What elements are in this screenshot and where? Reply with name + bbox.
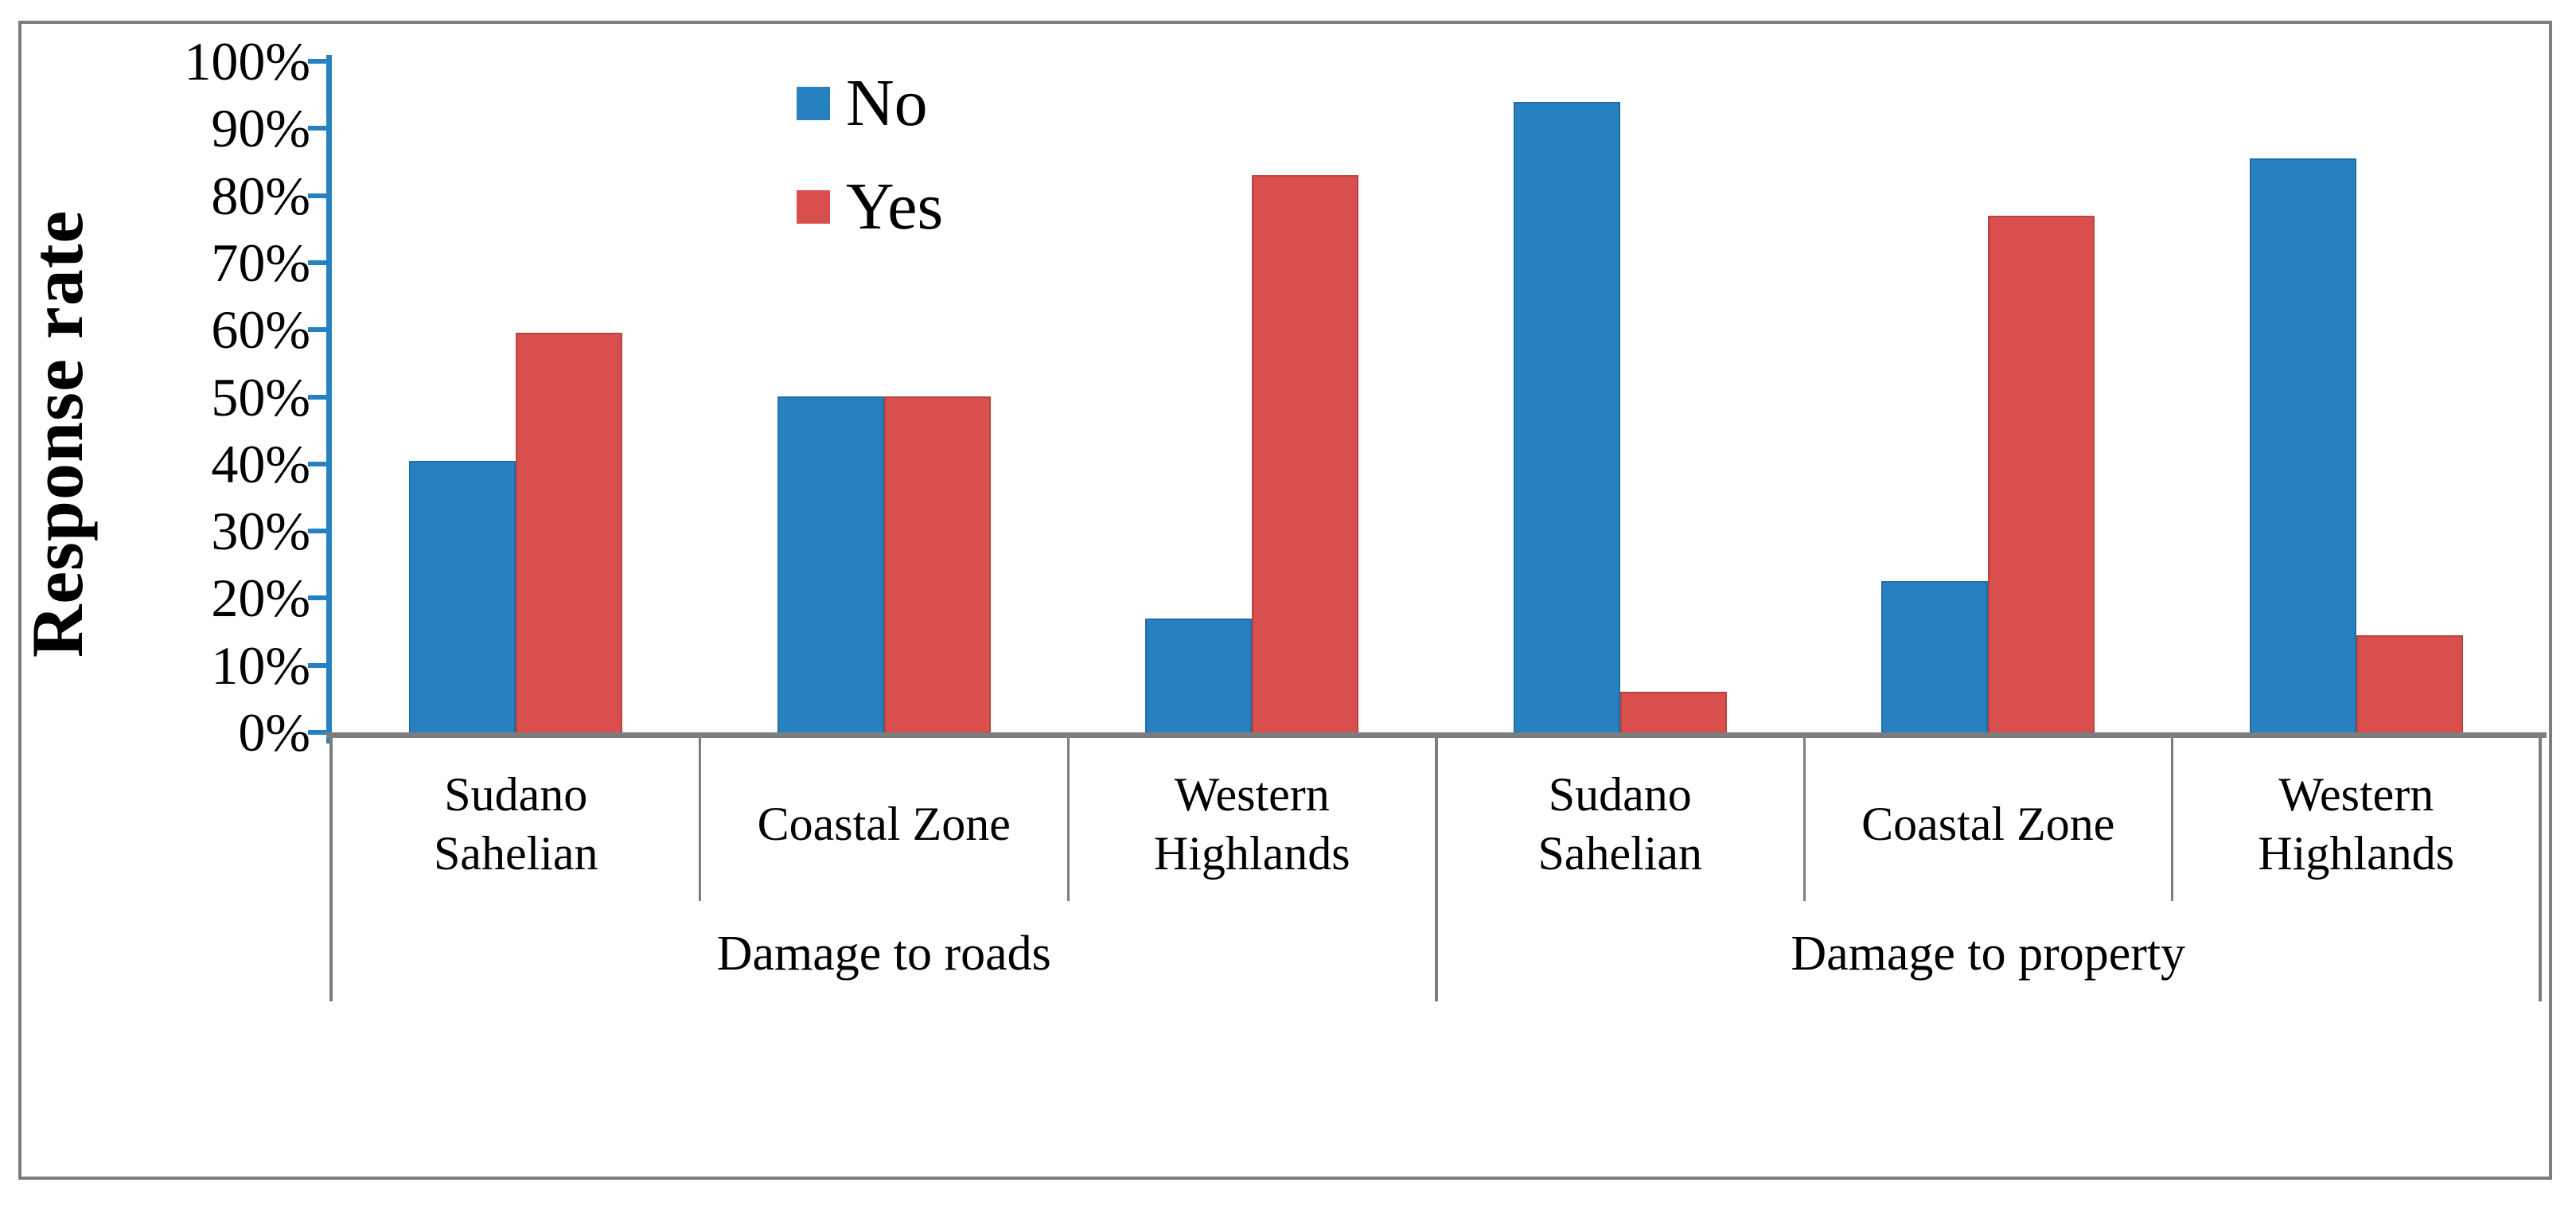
category-label: Sudano Sahelian (1436, 744, 1805, 904)
bar-no-6 (2250, 158, 2356, 732)
group-label: Damage to roads (716, 926, 1051, 981)
category-label-text: Sudano Sahelian (1537, 768, 1703, 880)
y-tick-label: 70% (211, 232, 310, 293)
y-tick-mark (308, 595, 327, 601)
figure-border (18, 21, 2552, 1180)
bar-no-4 (1514, 102, 1620, 732)
y-tick-label: 10% (211, 634, 310, 696)
category-label-text: Sudano Sahelian (433, 768, 598, 880)
bar-no-3 (1145, 619, 1252, 732)
legend: No Yes (797, 67, 943, 274)
legend-item-no: No (797, 67, 943, 140)
category-label-text: Coastal Zone (757, 798, 1011, 850)
y-tick-label: 40% (211, 433, 310, 494)
bar-no-1 (409, 461, 516, 732)
y-tick-mark (308, 662, 327, 668)
category-separator-line (699, 732, 701, 901)
category-label-text: Coastal Zone (1861, 798, 2115, 850)
category-label-text: Western Highlands (2258, 768, 2455, 880)
y-tick-mark (308, 260, 327, 265)
bar-no-5 (1881, 581, 1988, 732)
y-tick-label: 0% (238, 702, 310, 763)
y-tick-mark (308, 529, 327, 534)
y-tick-label: 30% (211, 501, 310, 562)
y-tick-mark (308, 126, 327, 131)
legend-swatch-no (797, 87, 830, 120)
legend-item-yes: Yes (797, 170, 943, 244)
y-tick-mark (308, 730, 327, 735)
y-tick-mark (308, 394, 327, 400)
y-tick-label: 100% (184, 31, 310, 92)
group-label: Damage to property (1791, 926, 2186, 981)
y-tick-label: 60% (211, 299, 310, 361)
category-separator-line (1066, 732, 1070, 901)
bar-yes-1 (516, 333, 622, 732)
category-label: Western Highlands (1068, 744, 1436, 904)
legend-swatch-yes (797, 190, 830, 224)
bar-yes-2 (884, 396, 991, 732)
y-axis-line (326, 55, 332, 744)
y-tick-label: 50% (211, 366, 310, 427)
category-separator-line (1802, 732, 1806, 901)
y-tick-mark (308, 59, 327, 64)
category-label: Western Highlands (2173, 744, 2541, 904)
bar-yes-5 (1988, 216, 2095, 732)
y-tick-mark (308, 327, 327, 333)
category-label: Sudano Sahelian (332, 744, 700, 904)
y-tick-mark (308, 461, 327, 466)
bar-yes-4 (1620, 692, 1727, 732)
legend-label: No (846, 66, 928, 140)
category-label: Coastal Zone (700, 744, 1069, 904)
group-separator-line (1434, 732, 1438, 1001)
y-tick-label: 80% (211, 165, 310, 226)
legend-label: Yes (846, 170, 944, 244)
label-box-right-border (2539, 732, 2542, 1001)
y-tick-label: 90% (211, 98, 310, 159)
y-tick-mark (308, 193, 327, 198)
category-label: Coastal Zone (1804, 744, 2173, 904)
label-box-left-border (329, 732, 333, 1001)
category-label-text: Western Highlands (1153, 768, 1350, 880)
y-tick-label: 20% (211, 568, 310, 629)
bar-yes-3 (1252, 175, 1358, 732)
bar-no-2 (777, 396, 884, 732)
category-separator-line (2171, 732, 2173, 901)
bar-yes-6 (2356, 635, 2463, 732)
